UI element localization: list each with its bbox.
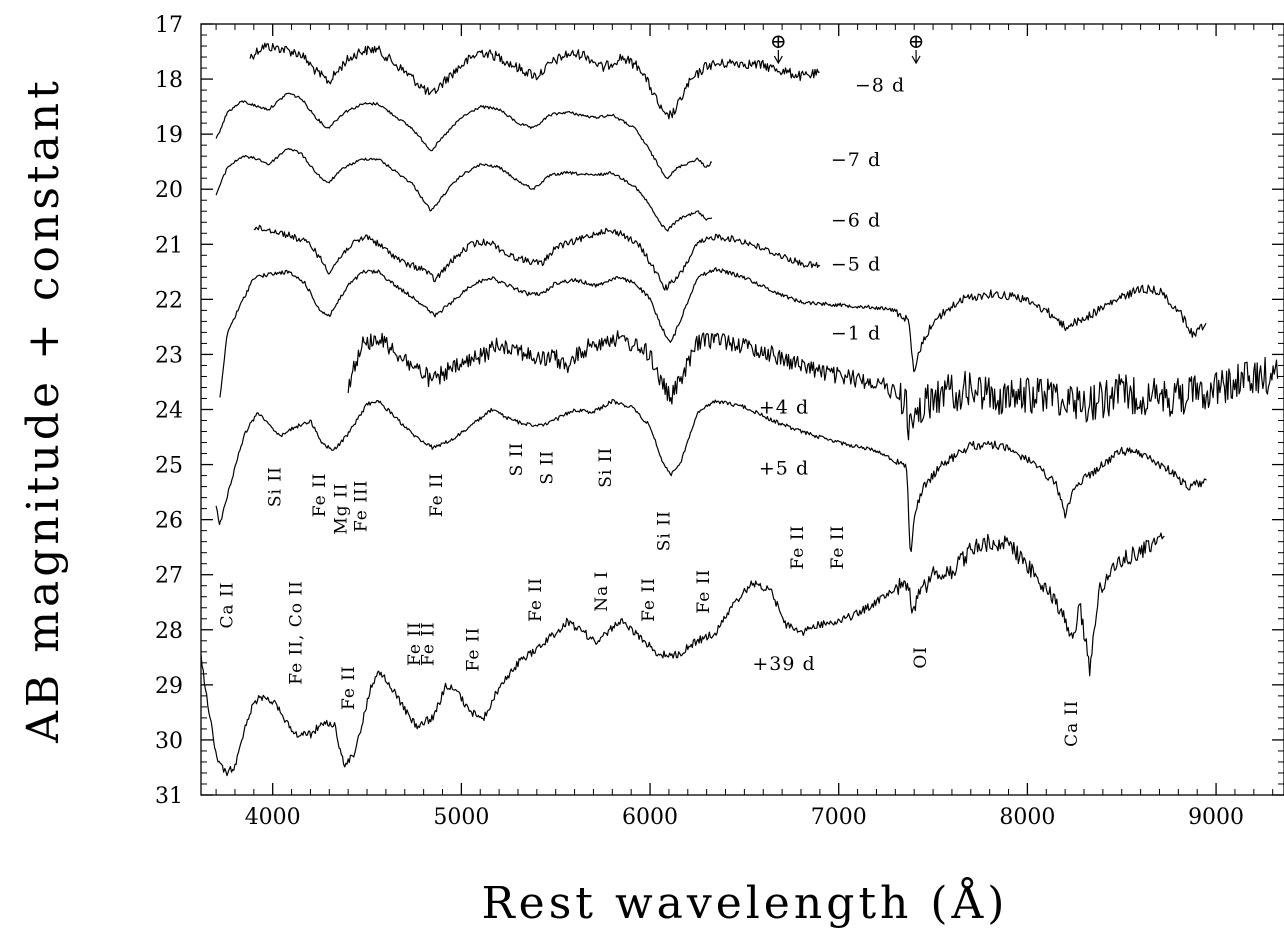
line-id-label: Fe II bbox=[788, 525, 808, 570]
epoch-label: +39 d bbox=[752, 653, 815, 675]
y-tick-label: 21 bbox=[155, 233, 183, 258]
telluric-arrowhead bbox=[911, 55, 921, 65]
annotations: −8 d −7 d −6 d −5 d −1 d +4 d +5 d +39 d Si II Fe… bbox=[218, 75, 1082, 747]
telluric-symbol: ⊕ bbox=[908, 29, 925, 53]
spectrum-line-5 bbox=[347, 330, 1279, 441]
spectrum-line-0 bbox=[249, 42, 820, 120]
spectrum-line-1 bbox=[215, 92, 713, 180]
x-axis-title: Rest wavelength (Å) bbox=[482, 876, 1009, 928]
line-id-label: Fe II bbox=[639, 577, 659, 622]
line-id-label: Fe II, Co II bbox=[286, 580, 306, 685]
line-id-label: Fe III bbox=[351, 480, 371, 532]
epoch-label: +4 d bbox=[759, 397, 809, 419]
spectrum-line-7 bbox=[200, 532, 1165, 777]
line-id-label: Fe II bbox=[427, 473, 447, 518]
y-tick-label: 22 bbox=[155, 288, 183, 313]
line-id-label: Fe II bbox=[405, 621, 425, 666]
line-id-label: Fe II bbox=[339, 665, 359, 710]
line-id-label: S II bbox=[537, 450, 557, 484]
line-id-label: S II bbox=[507, 442, 527, 476]
telluric-arrowhead bbox=[773, 55, 783, 65]
y-tick-label: 24 bbox=[155, 399, 183, 424]
line-id-label: Fe II bbox=[828, 525, 848, 570]
y-tick-label: 27 bbox=[155, 564, 183, 589]
line-id-label: Fe II bbox=[310, 472, 330, 517]
spectrum-line-6 bbox=[215, 398, 1207, 553]
line-id-label: Fe II bbox=[526, 577, 546, 622]
y-tick-label: 26 bbox=[155, 509, 183, 534]
line-id-label: Ca II bbox=[218, 582, 238, 629]
epoch-label: +5 d bbox=[759, 457, 809, 479]
y-tick-label: 18 bbox=[155, 68, 183, 93]
y-tick-label: 19 bbox=[155, 123, 183, 148]
line-id-label: Si II bbox=[266, 466, 286, 507]
line-id-label: Fe II bbox=[418, 621, 438, 666]
x-tick-label: 5000 bbox=[433, 805, 489, 830]
epoch-label: −5 d bbox=[831, 254, 881, 276]
spectrum-line-3 bbox=[253, 224, 821, 291]
spectrum-line-4 bbox=[219, 267, 1207, 398]
x-tick-label: 6000 bbox=[622, 805, 678, 830]
line-id-label: Si II bbox=[654, 510, 674, 551]
line-id-label: OI bbox=[911, 646, 931, 669]
y-tick-label: 30 bbox=[155, 729, 183, 754]
x-tick-label: 7000 bbox=[811, 805, 867, 830]
line-id-label: Si II bbox=[596, 447, 616, 488]
epoch-label: −6 d bbox=[831, 210, 881, 232]
epoch-label: −8 d bbox=[855, 75, 905, 97]
line-id-label: Fe II bbox=[694, 569, 714, 614]
y-axis-title: AB magnitude + constant bbox=[18, 77, 69, 744]
line-id-label: Ca II bbox=[1062, 700, 1082, 747]
spectrum-line-2 bbox=[215, 147, 713, 232]
spectra-series bbox=[200, 42, 1279, 777]
y-tick-label: 28 bbox=[155, 619, 183, 644]
x-tick-label: 8000 bbox=[999, 805, 1055, 830]
y-tick-label: 31 bbox=[155, 784, 183, 809]
x-tick-label: 4000 bbox=[245, 805, 301, 830]
x-tick-label: 9000 bbox=[1188, 805, 1244, 830]
y-tick-label: 23 bbox=[155, 343, 183, 368]
axis-ticks: 4000 5000 6000 7000 8000 9000 17 18 19 20 21 22 23 24… bbox=[155, 13, 1284, 830]
epoch-label: −7 d bbox=[831, 149, 881, 171]
line-id-label: Na I bbox=[592, 571, 612, 612]
y-tick-label: 17 bbox=[155, 13, 183, 38]
y-tick-label: 25 bbox=[155, 454, 183, 479]
line-id-label: Fe II bbox=[464, 627, 484, 672]
y-tick-label: 29 bbox=[155, 674, 183, 699]
y-tick-label: 20 bbox=[155, 178, 183, 203]
telluric-symbol: ⊕ bbox=[770, 29, 787, 53]
line-id-label: Mg II bbox=[332, 483, 352, 535]
telluric-markers: ⊕ ⊕ bbox=[770, 29, 925, 65]
epoch-label: −1 d bbox=[831, 322, 881, 344]
